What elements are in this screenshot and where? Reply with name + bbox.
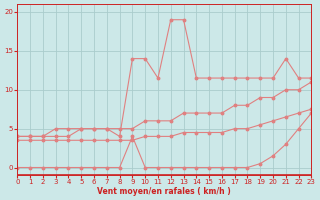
X-axis label: Vent moyen/en rafales ( km/h ): Vent moyen/en rafales ( km/h ): [98, 187, 231, 196]
